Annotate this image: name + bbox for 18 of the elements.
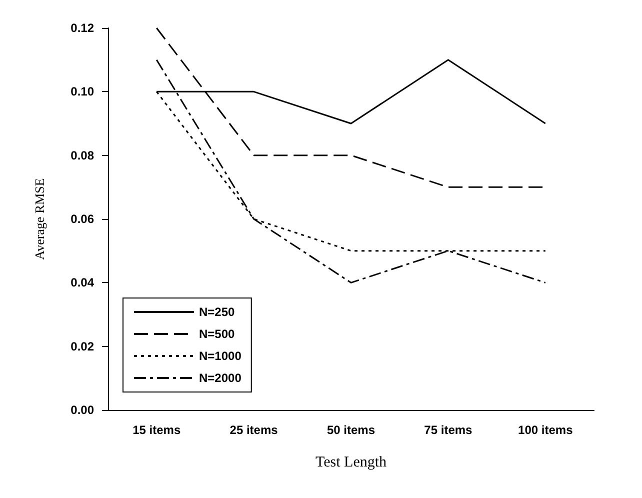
y-tick-label: 0.04	[70, 276, 94, 290]
y-tick-label: 0.08	[70, 148, 94, 162]
y-tick-label: 0.00	[70, 403, 94, 417]
x-tick-label: 25 items	[230, 423, 278, 437]
x-tick-label: 15 items	[132, 423, 181, 437]
y-tick-label: 0.10	[70, 84, 94, 99]
legend-label: N=1000	[199, 349, 242, 363]
x-tick-label: 50 items	[326, 423, 376, 437]
y-tick-label: 0.06	[70, 212, 94, 226]
legend-label: N=250	[199, 305, 236, 319]
y-tick-label: 0.02	[70, 339, 94, 354]
x-axis-title: Test Length	[315, 454, 388, 470]
x-tick-label: 75 items	[424, 423, 473, 437]
legend-label: N=2000	[199, 371, 242, 385]
x-tick-label: 100 items	[518, 423, 574, 437]
y-tick-label: 0.12	[70, 21, 94, 35]
legend-label: N=500	[199, 327, 236, 341]
y-axis-title: Average RMSE	[32, 178, 47, 260]
